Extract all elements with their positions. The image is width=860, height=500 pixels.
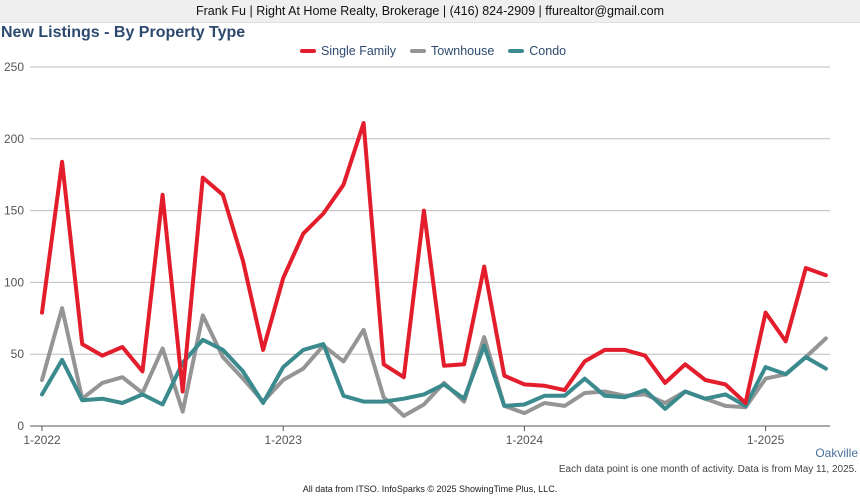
data-footnote: Each data point is one month of activity…: [558, 464, 857, 475]
y-tick-label: 0: [17, 419, 24, 433]
y-tick-label: 150: [4, 204, 24, 218]
x-tick-label: 1-2023: [265, 433, 303, 447]
legend-label-townhouse: Townhouse: [431, 44, 495, 58]
legend-item-townhouse[interactable]: Townhouse: [410, 44, 494, 58]
series-line-single-family: [40, 121, 828, 405]
y-tick-label: 200: [4, 132, 24, 146]
contact-banner: Frank Fu | Right At Home Realty, Brokera…: [0, 0, 860, 23]
y-tick-label: 100: [4, 275, 24, 289]
y-tick-label: 250: [4, 60, 24, 74]
legend-label-single-family: Single Family: [321, 44, 397, 58]
legend-item-single-family[interactable]: Single Family: [300, 44, 396, 58]
legend-swatch-single-family: [300, 49, 316, 53]
legend-label-condo: Condo: [529, 44, 567, 58]
legend-swatch-townhouse: [410, 49, 427, 53]
contact-text: Frank Fu | Right At Home Realty, Brokera…: [195, 4, 664, 18]
x-tick-label: 1-2022: [23, 433, 61, 447]
legend-item-condo[interactable]: Condo: [508, 44, 566, 58]
source-credit: All data from ITSO. InfoSparks © 2025 Sh…: [302, 484, 558, 494]
y-tick-label: 50: [11, 347, 25, 361]
x-tick-label: 1-2025: [747, 433, 785, 447]
region-label[interactable]: Oakville: [815, 446, 858, 460]
chart-legend: Single Family Townhouse Condo: [300, 44, 566, 58]
legend-swatch-condo: [508, 49, 525, 53]
chart-title: New Listings - By Property Type: [1, 24, 246, 41]
series-line-condo: [40, 337, 828, 411]
x-tick-label: 1-2024: [506, 433, 544, 447]
